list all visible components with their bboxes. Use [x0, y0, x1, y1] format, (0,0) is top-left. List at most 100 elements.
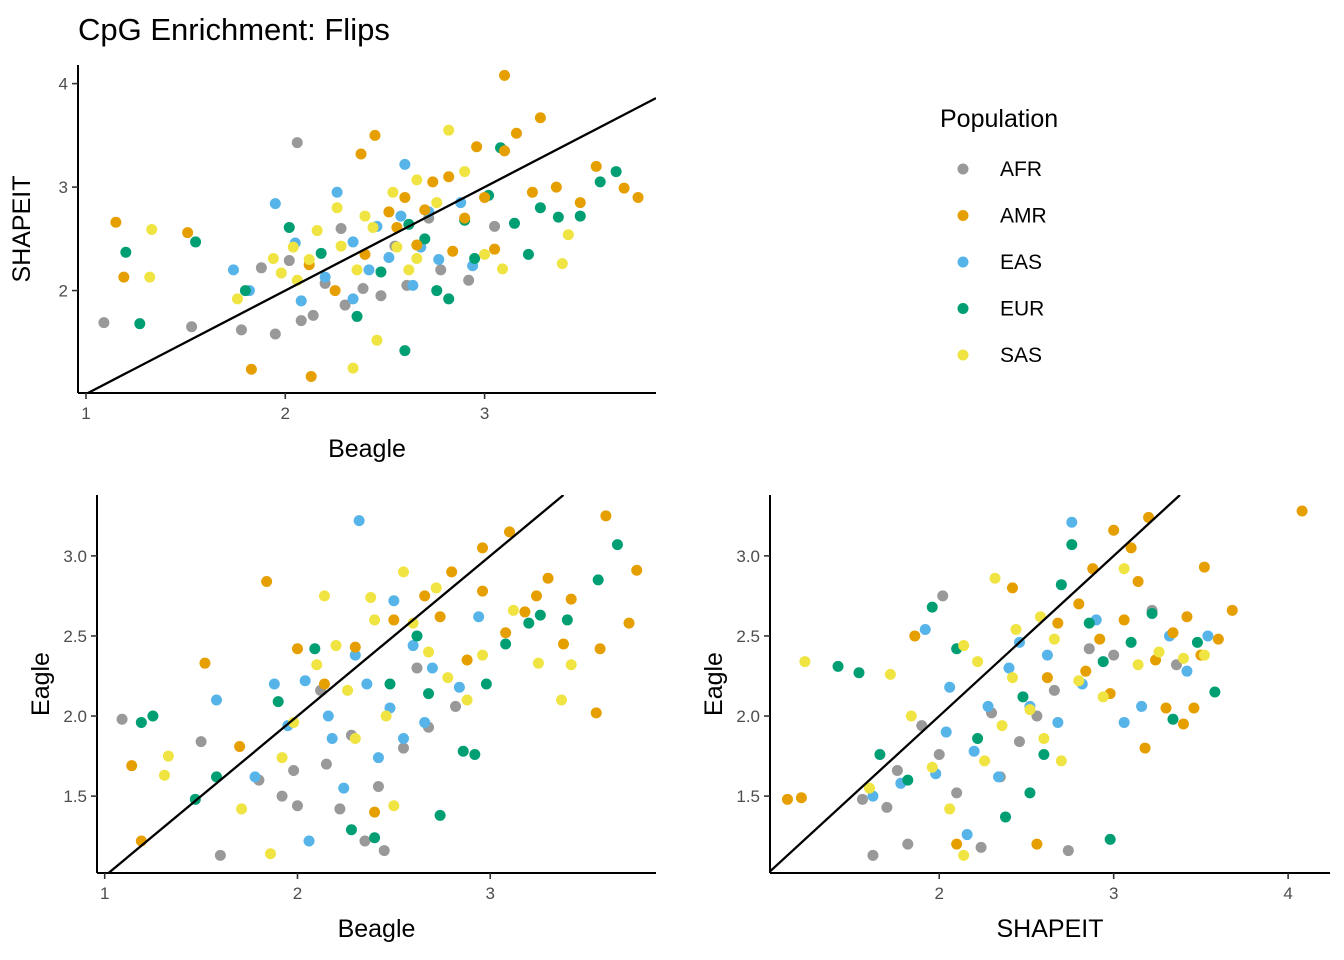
point-eas — [211, 694, 223, 706]
point-amr — [1296, 505, 1308, 517]
x-tick-label: 4 — [1283, 884, 1292, 903]
point-afr — [378, 845, 390, 857]
point-eur — [1097, 656, 1109, 668]
point-afr — [186, 321, 198, 333]
y-tick-label: 3.0 — [736, 547, 760, 566]
point-sas — [411, 252, 423, 264]
legend-entries: AFR AMR EAS EUR SAS — [957, 158, 1047, 367]
point-afr — [283, 255, 295, 267]
point-amr — [557, 638, 569, 650]
point-amr — [1167, 627, 1179, 639]
point-sas — [565, 659, 577, 671]
point-sas — [303, 254, 315, 266]
point-eur — [1000, 811, 1012, 823]
point-eur — [522, 248, 534, 260]
point-amr — [419, 590, 431, 602]
point-amr — [500, 627, 512, 639]
point-eur — [120, 246, 132, 258]
point-eas — [407, 279, 419, 291]
panel-beagle-vs-shapeit: 1 2 3 2 3 4 Beagle SHAPEIT — [8, 65, 656, 463]
point-amr — [1094, 633, 1106, 645]
point-sas — [349, 732, 361, 744]
point-amr — [1198, 561, 1210, 573]
point-sas — [884, 668, 896, 680]
point-afr — [372, 781, 384, 793]
point-eas — [319, 271, 331, 283]
point-sas — [1055, 755, 1067, 767]
point-eur — [443, 293, 455, 305]
point-amr — [388, 614, 400, 626]
point-afr — [411, 662, 423, 674]
point-afr — [867, 849, 879, 861]
y-axis-title: Eagle — [700, 652, 728, 716]
point-afr — [937, 590, 949, 602]
point-sas — [367, 221, 379, 233]
point-eas — [361, 678, 373, 690]
point-amr — [477, 542, 489, 554]
point-amr — [499, 69, 511, 81]
point-amr — [1188, 702, 1200, 714]
point-eur — [272, 696, 284, 708]
point-eas — [993, 771, 1005, 783]
legend-key-eas — [957, 256, 969, 268]
y-tick-label: 3 — [59, 178, 68, 197]
point-sas — [430, 582, 442, 594]
point-afr — [269, 328, 281, 340]
point-sas — [365, 592, 377, 604]
point-amr — [477, 585, 489, 597]
point-eur — [611, 539, 623, 551]
point-eas — [919, 624, 931, 636]
y-tick-label: 2 — [59, 282, 68, 301]
point-afr — [335, 222, 347, 234]
point-sas — [331, 202, 343, 214]
point-amr — [1080, 665, 1092, 677]
point-amr — [447, 245, 459, 257]
point-amr — [427, 176, 439, 188]
point-amr — [1160, 702, 1172, 714]
point-sas — [1006, 672, 1018, 684]
point-afr — [489, 220, 501, 232]
point-afr — [235, 324, 247, 336]
point-amr — [399, 191, 411, 203]
point-eur — [574, 210, 586, 222]
point-sas — [1038, 732, 1050, 744]
point-sas — [1010, 624, 1022, 636]
point-eur — [552, 211, 564, 223]
points-layer — [98, 69, 644, 382]
point-sas — [347, 362, 359, 374]
point-afr — [1013, 736, 1025, 748]
point-eas — [961, 829, 973, 841]
point-eas — [453, 681, 465, 693]
point-afr — [397, 742, 409, 754]
point-eur — [902, 774, 914, 786]
x-tick-label: 2 — [934, 884, 943, 903]
panel-shapeit-vs-eagle: 2 3 4 1.5 2.0 2.5 3.0 SHAPEIT Eagle — [700, 495, 1330, 943]
point-sas — [158, 769, 170, 781]
point-eur — [832, 660, 844, 672]
y-axis-title: SHAPEIT — [8, 176, 36, 283]
point-amr — [318, 678, 330, 690]
point-eur — [1066, 539, 1078, 551]
point-amr — [909, 630, 921, 642]
point-sas — [335, 240, 347, 252]
points-layer — [781, 505, 1308, 861]
point-sas — [287, 241, 299, 253]
legend-key-sas — [957, 349, 969, 361]
point-afr — [463, 274, 475, 286]
point-eur — [561, 614, 573, 626]
point-sas — [411, 174, 423, 186]
point-eas — [347, 293, 359, 305]
point-sas — [1024, 704, 1036, 716]
point-sas — [342, 684, 354, 696]
point-sas — [996, 720, 1008, 732]
point-eas — [383, 251, 395, 263]
point-amr — [590, 707, 602, 719]
point-eur — [469, 252, 481, 264]
point-eur — [972, 732, 984, 744]
point-amr — [499, 145, 511, 157]
point-sas — [1097, 691, 1109, 703]
point-sas — [275, 267, 287, 279]
point-sas — [423, 646, 435, 658]
point-amr — [446, 566, 458, 578]
point-eas — [347, 236, 359, 248]
